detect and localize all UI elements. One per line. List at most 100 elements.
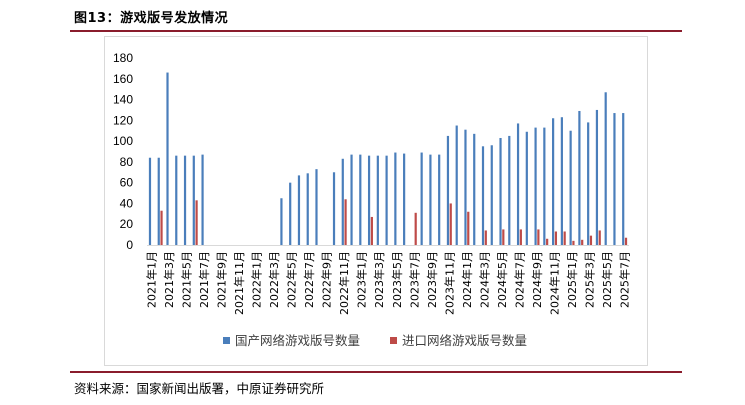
- x-tick-label: 2025年5月: [600, 251, 614, 308]
- domestic-bar: [516, 123, 520, 245]
- legend-swatch: [390, 337, 397, 344]
- x-tick-label: 2021年7月: [197, 251, 211, 308]
- y-tick-label: 40: [120, 196, 134, 210]
- x-tick-label: 2021年11月: [232, 251, 246, 315]
- domestic-bar: [280, 198, 283, 245]
- domestic-bar: [543, 127, 546, 245]
- domestic-bar: [350, 154, 353, 245]
- imported-bar: [467, 211, 470, 245]
- x-tick-label: 2023年7月: [407, 251, 421, 308]
- y-tick-label: 140: [113, 93, 133, 107]
- domestic-bar: [420, 152, 423, 245]
- header-rule: [70, 30, 682, 32]
- x-tick-label: 2023年5月: [390, 251, 404, 308]
- x-tick-label: 2021年3月: [162, 251, 176, 308]
- domestic-bar: [534, 127, 537, 245]
- imported-bar: [344, 199, 347, 245]
- x-tick-label: 2022年11月: [337, 251, 351, 315]
- x-tick-label: 2021年9月: [214, 251, 228, 308]
- imported-bar: [414, 212, 417, 245]
- figure-title: 图13：游戏版号发放情况: [74, 11, 229, 26]
- x-tick-label: 2024年1月: [460, 251, 474, 308]
- domestic-bar: [376, 155, 379, 245]
- imported-bar: [195, 200, 198, 245]
- domestic-bar: [157, 157, 160, 245]
- domestic-bar: [552, 118, 555, 245]
- x-tick-label: 2025年3月: [583, 251, 597, 308]
- x-tick-label: 2025年7月: [618, 251, 632, 308]
- imported-bar: [581, 239, 584, 245]
- domestic-bar: [297, 175, 301, 245]
- domestic-bar: [604, 92, 607, 246]
- y-tick-label: 180: [113, 51, 133, 65]
- domestic-bar: [332, 172, 336, 245]
- legend-label: 国产网络游戏版号数量: [235, 333, 360, 348]
- domestic-bar: [192, 155, 195, 245]
- domestic-bar: [490, 145, 493, 245]
- x-tick-label: 2023年3月: [372, 251, 386, 308]
- imported-bar: [370, 216, 373, 245]
- imported-bar: [519, 229, 522, 245]
- domestic-bar: [446, 135, 450, 245]
- y-tick-label: 160: [113, 72, 133, 86]
- domestic-bar: [148, 157, 152, 245]
- domestic-bar: [560, 117, 563, 245]
- domestic-bar: [359, 154, 362, 245]
- domestic-bar: [438, 154, 441, 245]
- x-tick-label: 2023年1月: [355, 251, 369, 308]
- domestic-bar: [578, 110, 581, 245]
- x-tick-label: 2023年11月: [442, 251, 456, 315]
- x-tick-label: 2025年1月: [565, 251, 579, 308]
- domestic-bar: [183, 155, 187, 245]
- imported-bar: [546, 238, 549, 245]
- y-tick-label: 60: [120, 176, 134, 190]
- domestic-bar: [429, 154, 432, 245]
- x-tick-label: 2022年9月: [320, 251, 334, 308]
- domestic-bar: [525, 131, 528, 245]
- x-tick-label: 2022年7月: [302, 251, 316, 308]
- imported-bar: [160, 210, 163, 245]
- domestic-bar: [201, 154, 204, 245]
- domestic-bar: [175, 155, 178, 245]
- x-tick-label: 2024年9月: [530, 251, 544, 308]
- legend-swatch: [223, 337, 230, 344]
- domestic-bar: [464, 129, 467, 245]
- domestic-bar: [508, 135, 511, 245]
- domestic-bar: [394, 152, 397, 245]
- domestic-bar: [455, 125, 458, 245]
- y-tick-label: 0: [126, 238, 133, 252]
- domestic-bar: [622, 113, 625, 245]
- y-tick-label: 100: [113, 134, 133, 148]
- imported-bar: [598, 230, 601, 245]
- imported-bar: [624, 237, 628, 245]
- domestic-bar: [341, 158, 344, 245]
- x-tick-label: 2021年1月: [144, 251, 158, 308]
- domestic-bar: [595, 109, 599, 245]
- source-note: 资料来源：国家新闻出版署，中原证券研究所: [74, 381, 325, 396]
- domestic-bar: [385, 155, 388, 245]
- domestic-bar: [315, 169, 318, 245]
- domestic-bar: [587, 122, 590, 245]
- imported-bar: [589, 235, 593, 245]
- domestic-bar: [481, 146, 485, 245]
- imported-bar: [449, 203, 452, 245]
- y-tick-label: 120: [113, 113, 133, 127]
- x-tick-label: 2024年5月: [495, 251, 509, 308]
- domestic-bar: [289, 182, 292, 245]
- footer-rule: [70, 371, 682, 373]
- imported-bar: [554, 231, 558, 245]
- chart-frame: 0 20 40 60 80 100 120 140 160 180 2021年1月 2021年3月 20…: [104, 36, 648, 366]
- domestic-bar: [403, 153, 406, 245]
- domestic-bar: [166, 72, 169, 245]
- imported-bar: [572, 240, 575, 245]
- x-tick-label: 2021年5月: [179, 251, 193, 308]
- domestic-bar: [569, 130, 572, 245]
- legend-label: 进口网络游戏版号数量: [402, 333, 527, 348]
- domestic-bar: [306, 173, 309, 245]
- imported-bar: [484, 230, 487, 245]
- domestic-bar: [613, 113, 616, 245]
- domestic-bar: [367, 155, 371, 245]
- imported-bar: [537, 229, 540, 245]
- imported-bar: [563, 231, 566, 245]
